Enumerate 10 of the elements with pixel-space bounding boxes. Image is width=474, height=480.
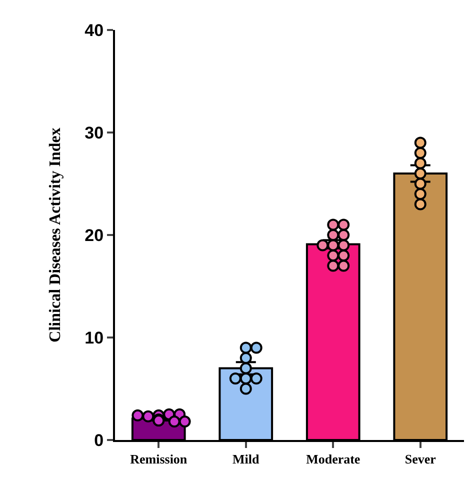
y-tick-label: 30 — [84, 123, 104, 142]
x-tick-label: Remission — [130, 452, 188, 467]
x-tick-label: Moderate — [306, 452, 360, 467]
x-tick-label: Sever — [404, 452, 436, 467]
x-tick-label: Mild — [232, 452, 260, 467]
y-axis-title: Clinical Diseases Activity Index — [47, 128, 64, 342]
y-tick-label: 10 — [84, 328, 104, 348]
y-tick-label: 40 — [84, 20, 104, 40]
y-tick-label: 0 — [94, 430, 104, 450]
y-tick-label: 20 — [84, 226, 104, 245]
